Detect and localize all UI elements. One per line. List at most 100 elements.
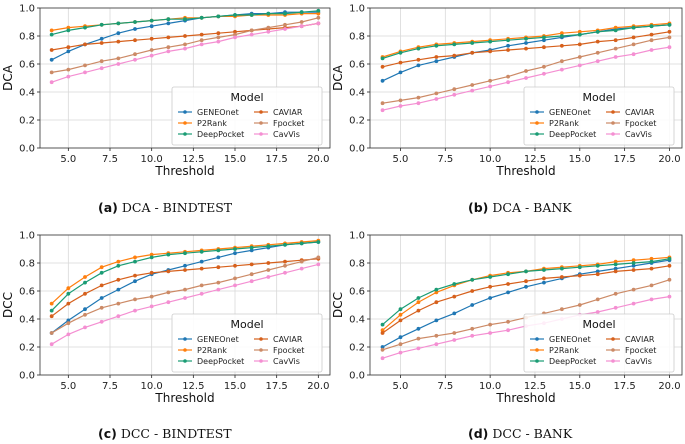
panel-1-legend-box [523, 86, 675, 146]
panel-1-series-CAVIAR-point [506, 48, 510, 52]
panel-0-legend-marker [259, 132, 263, 136]
panel-0-series-DeepPocket-point [99, 22, 104, 27]
panel-3-series-DeepPocket-point [506, 272, 510, 277]
panel-1-series-CavVis-point [542, 71, 546, 76]
panel-0-series-DeepPocket-point [116, 21, 121, 26]
panel-0-series-Fpocket-point [83, 63, 87, 68]
panel-2-series-CavVis-point [299, 266, 304, 271]
panel-1-series-Fpocket-point [434, 91, 439, 96]
panel-2-legend-entry: DeepPocket [197, 357, 244, 366]
panel-0-series-CavVis-point [266, 29, 271, 34]
panel-3-legend-marker [611, 348, 615, 352]
panel-3-series-P2Rank-line [382, 256, 670, 331]
panel-1-series-DeepPocket-point [649, 24, 654, 29]
panel-3-series-P2Rank-point [470, 277, 475, 282]
panel-1-legend-entry: Fpocket [625, 119, 656, 128]
panel-3-series-GENEOnet-point [506, 290, 510, 295]
panel-3-series-GENEOnet-point [631, 263, 636, 268]
panel-3-series-CAVIAR-point [524, 279, 528, 284]
panel-1-series-GENEOnet-point [667, 22, 672, 27]
panel-0-series-GENEOnet-point [149, 24, 154, 29]
panel-0-legend-entry: CavVis [273, 130, 300, 139]
panel-3-legend-entry: CAVIAR [625, 335, 655, 344]
panel-2-series-CavVis-point [149, 304, 154, 309]
panel-0-series-Fpocket-point [133, 52, 137, 57]
panel-1: 0.0 0.2 0.4 0.6 0.8 1.0 5.0 7.5 10.0 12.5 15.0 17.5… [331, 4, 683, 178]
panel-1-series-Fpocket-point [524, 69, 528, 73]
panel-3-series-GENEOnet-point [380, 345, 385, 349]
panel-0-series-P2Rank-point [49, 28, 54, 33]
panel-0-series-CavVis-point [149, 53, 154, 58]
panel-3-ytick-label: 0.4 [349, 315, 365, 326]
panel-1-series-DeepPocket-point [631, 25, 636, 30]
panel-1-series-DeepPocket-line [382, 24, 670, 59]
panel-2-series-Fpocket-point [266, 268, 271, 272]
panel-1-series-CavVis-point [524, 76, 528, 80]
panel-1-series-CavVis-point [470, 88, 475, 93]
panel-0-series-P2Rank-point [149, 18, 154, 23]
panel-0-series-P2Rank-point [66, 25, 71, 30]
panel-0-series-CavVis-point [283, 27, 287, 31]
panel-2-series-P2Rank-point [99, 265, 104, 270]
panel-1-series-Fpocket-point [649, 38, 654, 43]
panel-1-legend-title: Model [582, 91, 615, 104]
panel-3-series-GENEOnet-point [470, 303, 475, 307]
panel-1-xtick-label: 12.5 [524, 154, 546, 165]
panel-2-series-GENEOnet-point [316, 240, 321, 244]
panel-1-legend-marker [611, 121, 615, 125]
panel-3-series-P2Rank-point [524, 269, 528, 274]
panel-2-series-CavVis-point [283, 270, 287, 275]
panel-3-series-GENEOnet-point [542, 280, 546, 285]
panel-1-series-P2Rank-point [542, 34, 546, 38]
panel-3-series-DeepPocket-point [398, 307, 403, 312]
panel-3-series-CavVis-point [542, 321, 546, 326]
panel-1-ylabel: DCA [331, 64, 345, 91]
panel-2-series-DeepPocket-point [283, 242, 287, 247]
caption-b-label: (b) [468, 200, 489, 215]
panel-3-series-Fpocket-point [416, 336, 421, 341]
panel-2-series-P2Rank-point [199, 248, 204, 253]
panel-3-legend-entry: GENEOnet [549, 335, 591, 344]
panel-1-series-Fpocket-point [577, 55, 582, 59]
panel-0-series-P2Rank-point [233, 14, 237, 19]
panel-1-legend-marker [611, 110, 615, 114]
panel-2-series-Fpocket-point [199, 283, 204, 288]
panel-0-series-DeepPocket-line [51, 10, 319, 36]
panel-2-xtick-label: 15.0 [224, 381, 246, 392]
panel-1-series-Fpocket-point [631, 42, 636, 47]
panel-2-series-GENEOnet-line [51, 241, 319, 334]
panel-2-xtick-label: 10.0 [141, 381, 163, 392]
panel-1-series-Fpocket-point [613, 46, 618, 51]
panel-0-ylabel: DCA [1, 64, 15, 91]
panel-2-series-P2Rank-point [133, 255, 137, 260]
panel-0-series-CavVis-point [199, 42, 204, 47]
panel-2-ytick-label: 0.4 [19, 315, 35, 326]
caption-d-text: DCC - BANK [492, 426, 573, 441]
panel-3-series-CavVis-point [667, 294, 672, 299]
panel-1-series-CAVIAR-point [452, 53, 457, 58]
panel-1-series-DeepPocket-point [488, 39, 493, 44]
panel-0-ytick-label: 0.0 [19, 144, 35, 155]
panel-2-series-CavVis-point [266, 275, 271, 279]
panel-2-series-CAVIAR-point [316, 256, 321, 261]
panel-3-series-Fpocket-point [559, 307, 564, 312]
panel-0-series-Fpocket-point [49, 70, 54, 75]
panel-1-series-CavVis-point [452, 92, 457, 97]
panel-3-series-P2Rank-point [434, 290, 439, 295]
panel-2-legend-entry: CAVIAR [273, 335, 303, 344]
panel-2-xtick-label: 12.5 [182, 381, 204, 392]
panel-3-legend-entry: P2Rank [549, 346, 579, 355]
panel-1-series-Fpocket-point [380, 101, 385, 106]
panel-3-series-P2Rank-point [542, 266, 546, 271]
panel-2-series-Fpocket-point [216, 280, 221, 285]
panel-2-series-CavVis-point [99, 319, 104, 324]
panel-1-series-DeepPocket-point [506, 38, 510, 43]
panel-0-legend-entry: GENEOnet [197, 108, 239, 117]
panel-3-series-DeepPocket-point [667, 256, 672, 261]
panel-1-series-CAVIAR-point [380, 64, 385, 69]
panel-3-series-Fpocket-point [577, 303, 582, 307]
panel-2-series-DeepPocket-point [133, 259, 137, 264]
panel-0-frame [39, 7, 331, 149]
panel-0-series-Fpocket-point [166, 45, 171, 50]
panel-3-series-GENEOnet-point [524, 284, 528, 289]
